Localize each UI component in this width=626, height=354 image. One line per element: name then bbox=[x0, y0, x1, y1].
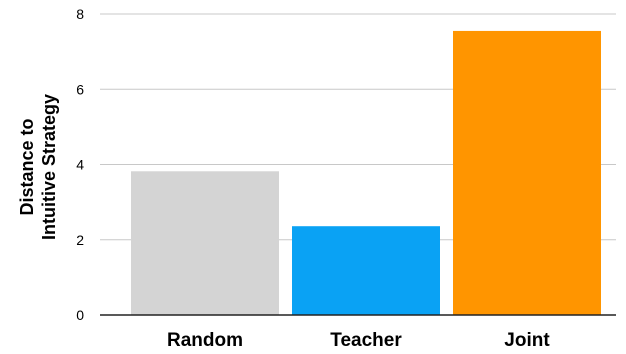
bar-joint bbox=[453, 30, 601, 316]
y-axis-title-line-2: Intuitive Strategy bbox=[39, 94, 59, 240]
bar-teacher bbox=[292, 226, 440, 315]
y-tick-label: 6 bbox=[76, 81, 84, 97]
bars bbox=[131, 30, 601, 316]
y-tick-label: 8 bbox=[76, 6, 84, 22]
x-category-label: Teacher bbox=[330, 330, 402, 351]
bar-random bbox=[131, 171, 279, 315]
x-category-label: Joint bbox=[504, 330, 550, 351]
y-tick-label: 4 bbox=[76, 157, 84, 173]
x-category-label: Random bbox=[167, 330, 243, 351]
category-labels: Random Teacher Joint bbox=[167, 330, 550, 351]
y-tick-labels: 0 2 4 6 8 bbox=[76, 6, 84, 323]
y-tick-label: 2 bbox=[76, 232, 84, 248]
y-axis-title-line-1: Distance to bbox=[17, 118, 37, 215]
y-tick-label: 0 bbox=[76, 307, 84, 323]
